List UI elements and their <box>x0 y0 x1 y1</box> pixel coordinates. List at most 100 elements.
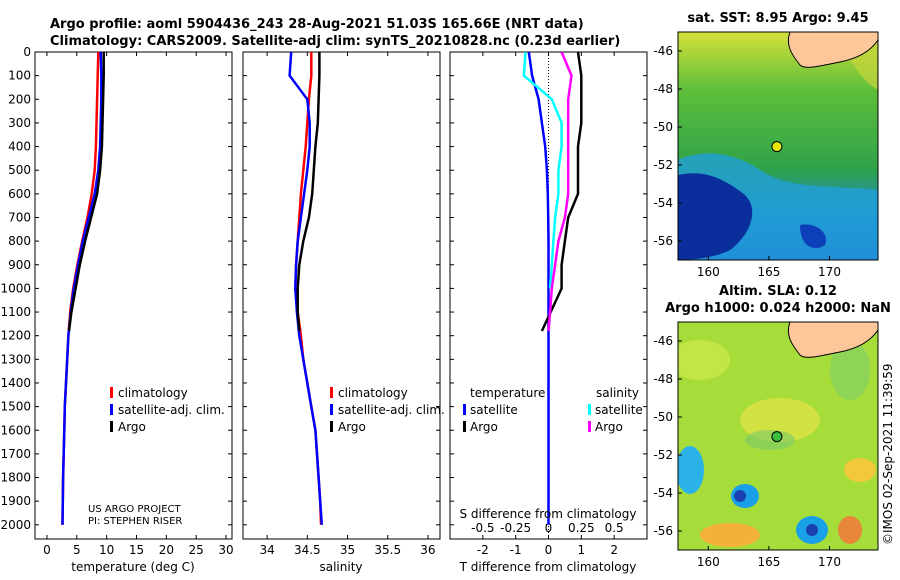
legend-swatch-argo <box>110 421 113 432</box>
y-tick-label: 1500 <box>0 400 31 414</box>
sla-map-frame <box>677 321 879 551</box>
difference-xlabel: T difference from climatology <box>459 560 637 574</box>
y-tick-label: -52 <box>653 158 673 172</box>
project-annotation: US ARGO PROJECT <box>88 504 182 515</box>
y-tick-label: 700 <box>8 210 31 224</box>
legend-swatch-satellite-adj <box>110 404 113 415</box>
salinity-lines <box>288 52 324 525</box>
x-tick-label: 2 <box>610 543 618 557</box>
difference-panel: -2 -1 0 1 2 -0.5 -0.25 0 0.25 0.5 T difference fr… <box>449 51 648 574</box>
x-tick-label-salinity: -0.25 <box>500 521 531 535</box>
x-tick-label: 0 <box>43 543 51 557</box>
difference-legend: temperature satellite Argo salinity sate… <box>463 386 643 434</box>
salinity-ticks: 34 34.5 35 35.5 36 <box>243 51 440 557</box>
sst-map-ticks: 160 165 170 -46 -48 -50 -52 -54 -56 <box>653 44 841 279</box>
y-tick-label: 1400 <box>0 376 31 390</box>
sst-map-title: sat. SST: 8.95 Argo: 9.45 <box>687 11 868 26</box>
x-tick-label: 170 <box>818 265 841 279</box>
x-tick-label: 30 <box>218 543 233 557</box>
series-line-argo <box>67 52 105 332</box>
y-tick-label: -50 <box>653 410 673 424</box>
y-tick-label: 1800 <box>0 471 31 485</box>
x-tick-label: 35.5 <box>374 543 401 557</box>
y-tick-label: 1000 <box>0 281 31 295</box>
y-tick-label: -46 <box>653 334 673 348</box>
temperature-ticks: 0 5 10 15 20 25 300100200300400500600700800900… <box>0 45 233 557</box>
temperature-panel: 0 5 10 15 20 25 300100200300400500600700800900… <box>0 45 233 574</box>
difference-ticks: -2 -1 0 1 2 -0.5 -0.25 0 0.25 0.5 <box>450 51 647 557</box>
chart-title-line1: Argo profile: aoml 5904436_243 28-Aug-20… <box>50 17 584 32</box>
difference-lines <box>522 52 583 525</box>
temperature-lines <box>61 52 105 525</box>
sla-map-ticks: 160 165 170 -46 -48 -50 -52 -54 -56 <box>653 334 841 569</box>
salinity-xlabel: salinity <box>319 560 362 574</box>
legend-swatch-climatology <box>110 387 113 398</box>
y-tick-label: -48 <box>653 82 673 96</box>
x-tick-label: 36 <box>420 543 435 557</box>
y-tick-label: 0 <box>23 45 31 59</box>
land-mass <box>787 322 878 358</box>
x-tick-label: 5 <box>73 543 81 557</box>
y-tick-label: 300 <box>8 116 31 130</box>
legend-swatch-satellite-adj <box>330 404 333 415</box>
salinity-axes-box <box>242 51 441 540</box>
argo-position-marker <box>771 431 783 443</box>
y-tick-label: 600 <box>8 187 31 201</box>
salinity-panel: 34 34.5 35 35.5 36 salinity climatology sate… <box>242 51 445 574</box>
legend-label-argo: Argo <box>118 420 146 434</box>
legend-label-temp-satellite: satellite <box>470 403 518 417</box>
legend-swatch-argo <box>330 421 333 432</box>
y-tick-label: 1700 <box>0 447 31 461</box>
legend-swatch-temp-argo <box>463 421 466 432</box>
series-line-argo <box>296 52 321 332</box>
legend-label-sal-argo: Argo <box>595 420 623 434</box>
y-tick-label: 800 <box>8 234 31 248</box>
series-line-satellite-adj-clim- <box>288 52 324 525</box>
argo-position-marker <box>771 141 783 153</box>
sst-map-frame <box>677 31 879 261</box>
x-tick-label: 34 <box>259 543 274 557</box>
credit-text: ©IMOS 02-Sep-2021 11:39:59 <box>881 363 895 545</box>
legend-label-climatology: climatology <box>118 386 188 400</box>
sla-map-panel: Altim. SLA: 0.12 Argo h1000: 0.024 h2000… <box>653 284 890 569</box>
x-tick-label: 165 <box>757 555 780 569</box>
sla-map-title-line1: Altim. SLA: 0.12 <box>719 284 837 299</box>
x-tick-label-salinity: 0 <box>545 521 553 535</box>
x-tick-label: 1 <box>578 543 586 557</box>
chart-title-line2: Climatology: CARS2009. Satellite-adj cli… <box>50 34 620 49</box>
series-line-salinity-argo <box>547 52 573 332</box>
x-tick-label-salinity: -0.5 <box>471 521 494 535</box>
y-tick-label: 100 <box>8 69 31 83</box>
x-tick-label-salinity: 0.25 <box>568 521 595 535</box>
x-tick-label: 20 <box>159 543 174 557</box>
y-tick-label: -50 <box>653 120 673 134</box>
land-mass <box>787 32 878 68</box>
series-line-satellite-adj-clim- <box>61 52 103 525</box>
y-tick-label: 500 <box>8 163 31 177</box>
legend-swatch-sal-satellite <box>588 404 591 415</box>
sst-map-panel: sat. SST: 8.95 Argo: 9.45 160 165 170 -46 -4… <box>653 11 879 279</box>
y-tick-label: 200 <box>8 92 31 106</box>
y-tick-label: 1900 <box>0 494 31 508</box>
y-tick-label: -48 <box>653 372 673 386</box>
x-tick-label: 160 <box>697 555 720 569</box>
temperature-axes-box <box>34 51 233 540</box>
difference-xlabel-salinity: S difference from climatology <box>460 507 637 521</box>
x-tick-label: 160 <box>697 265 720 279</box>
x-tick-label-salinity: 0.5 <box>605 521 624 535</box>
y-tick-label: -54 <box>653 486 673 500</box>
legend-label-sal-satellite: satellite <box>595 403 643 417</box>
x-tick-label: 34.5 <box>294 543 321 557</box>
legend-label-satellite-adj: satellite-adj. clim. <box>118 403 225 417</box>
legend-label-temp-argo: Argo <box>470 420 498 434</box>
y-tick-label: 400 <box>8 140 31 154</box>
temperature-xlabel: temperature (deg C) <box>71 560 194 574</box>
y-tick-label: 2000 <box>0 518 31 532</box>
series-line-temperature-argo <box>540 52 583 332</box>
series-line-temperature-satellite <box>527 52 550 525</box>
y-tick-label: 1200 <box>0 329 31 343</box>
legend-label-climatology: climatology <box>338 386 408 400</box>
x-tick-label: -1 <box>510 543 522 557</box>
y-tick-label: 900 <box>8 258 31 272</box>
x-tick-label: 165 <box>757 265 780 279</box>
